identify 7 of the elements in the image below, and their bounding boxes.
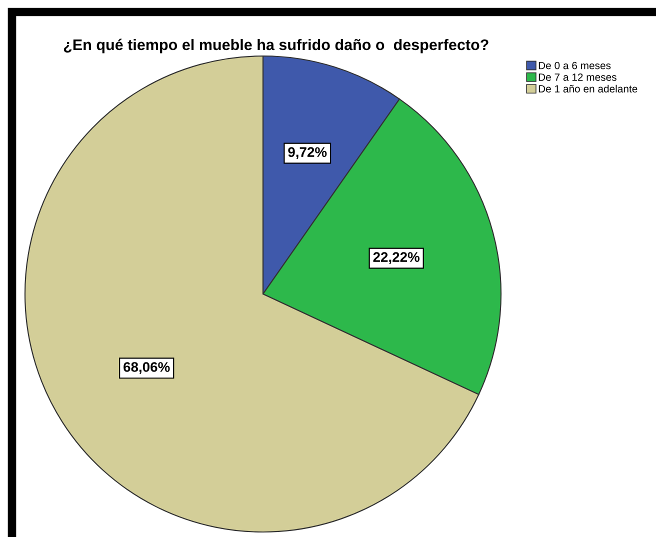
- data-label: 9,72%: [288, 147, 327, 160]
- legend-label: De 0 a 6 meses: [538, 62, 611, 70]
- data-label: 68,06%: [124, 362, 170, 374]
- legend-label: De 7 a 12 meses: [538, 73, 616, 81]
- data-label: 22,22%: [373, 252, 420, 264]
- legend-label: De 1 año en adelante: [538, 84, 638, 93]
- chart-title: ¿En qué tiempo el mueble ha sufrido daño o desperfecto?: [64, 38, 488, 54]
